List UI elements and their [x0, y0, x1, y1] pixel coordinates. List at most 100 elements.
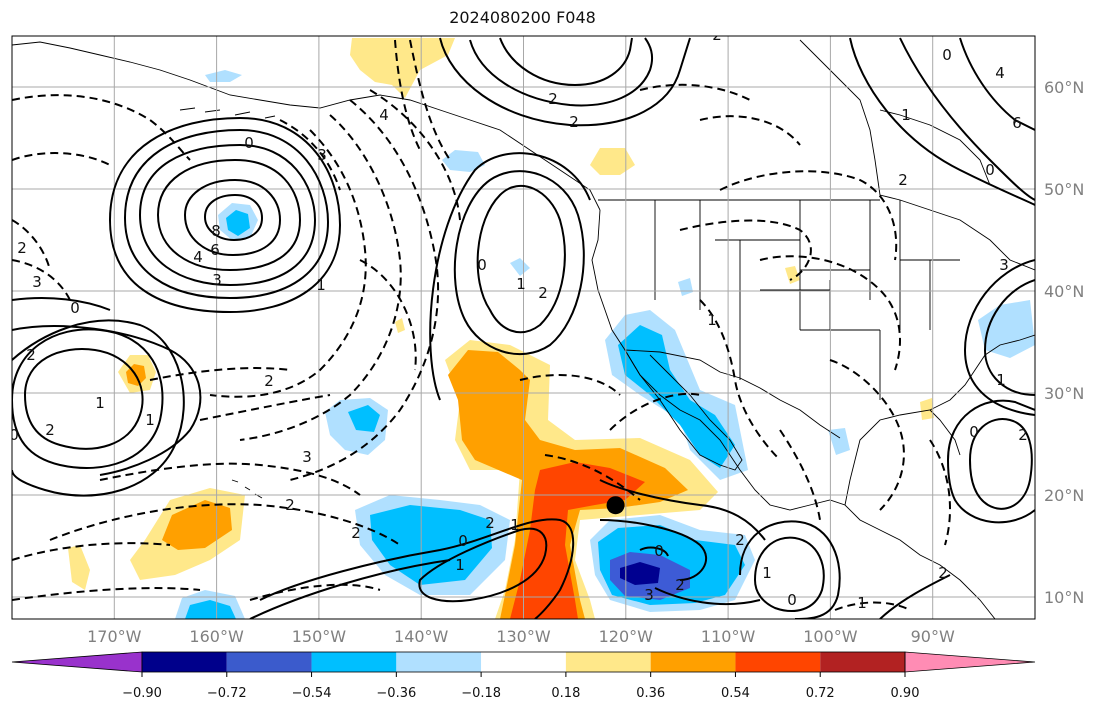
dashed-east-1: [609, 392, 701, 431]
contour-label: 4: [995, 64, 1005, 82]
dashed-west-4: [12, 587, 201, 601]
coastline-north-america: [591, 209, 996, 619]
contour-label: 0: [458, 532, 468, 550]
lon-label: 110°W: [701, 627, 756, 646]
lon-label: 150°W: [292, 627, 347, 646]
contour-label: 0: [942, 46, 952, 64]
dashed-contour-layer: [12, 39, 951, 611]
contour-label: 6: [210, 241, 220, 259]
contour-ridge-1: [476, 184, 566, 334]
colorbar-arrow-high: [904, 651, 1036, 673]
contour-label: 6: [1012, 114, 1022, 132]
contour-ridge-2: [453, 170, 585, 355]
colorbar-tick-label: −0.54: [292, 686, 332, 701]
dashed-zero-1: [834, 601, 911, 611]
contour-label: 2: [351, 524, 361, 542]
colorbar-tick-label: −0.72: [207, 686, 247, 701]
shade-far-west-positive: [68, 545, 90, 590]
lon-label: 160°W: [189, 627, 244, 646]
contour-label: 3: [212, 271, 222, 289]
contour-label: 0: [969, 423, 979, 441]
latitude-labels: 60°N 50°N 40°N 30°N 20°N 10°N: [1044, 78, 1084, 607]
dashed-nw-4: [12, 259, 71, 301]
dashed-trough-1: [209, 129, 367, 398]
colorbar-tick-label: −0.90: [122, 686, 162, 701]
contour-zero-3: [879, 574, 951, 619]
map-title: 2024080200 F048: [449, 8, 596, 27]
contour-north-1: [469, 37, 654, 107]
contour-label: 0: [654, 542, 664, 560]
contour-layer: [12, 37, 1035, 619]
shade-se-us-negative: [978, 300, 1035, 358]
lon-label: 90°W: [911, 627, 955, 646]
lon-label: 140°W: [394, 627, 449, 646]
lat-label: 40°N: [1044, 282, 1084, 301]
contour-low-core: [203, 193, 264, 242]
contour-label: 1: [316, 276, 326, 294]
shade-gulf-negative: [828, 428, 850, 455]
contour-label: 4: [193, 248, 203, 266]
contour-label: 3: [999, 256, 1009, 274]
lon-label: 170°W: [87, 627, 142, 646]
dashed-east-8: [699, 115, 801, 146]
coastline-alaska: [12, 41, 601, 211]
contour-low-inner: [183, 178, 282, 257]
colorbar-arrow-low: [11, 651, 143, 673]
contour-label: 2: [548, 90, 558, 108]
colorbar-box: [226, 652, 312, 672]
dashed-east-4: [719, 170, 898, 261]
contour-label: 2: [735, 531, 745, 549]
dashed-mid-1: [544, 454, 641, 501]
contour-zero-2: [599, 479, 766, 541]
colorbar-tick-label: 0.36: [636, 686, 665, 701]
shade-small-positive-2: [785, 266, 800, 284]
contour-label: 2: [264, 372, 274, 390]
contour-west-high-2: [12, 328, 164, 469]
dashed-trough-7: [409, 39, 451, 161]
contour-label: 8: [211, 222, 221, 240]
shade-central-negative-inner: [348, 405, 380, 432]
colorbar-tick-label: 0.18: [551, 686, 580, 701]
colorbar-box: [565, 652, 651, 672]
point-marker: [606, 496, 625, 515]
contour-label: 2: [712, 26, 722, 44]
shade-east-negative-core2: [620, 562, 660, 585]
contour-low-1: [156, 158, 302, 272]
colorbar-box: [735, 652, 821, 672]
contour-tropic-oval-1: [753, 536, 825, 612]
contour-label: 2: [938, 564, 948, 582]
map-frame: [11, 35, 1036, 620]
colorbar-frame: [141, 651, 906, 673]
colorbar-box: [142, 652, 227, 672]
contour-label: 0: [985, 161, 995, 179]
contour-south-2: [259, 518, 575, 619]
islands-aleutian: [179, 107, 276, 119]
lon-label: 100°W: [803, 627, 858, 646]
border-us-mexico: [624, 349, 841, 439]
dashed-east-5: [759, 255, 901, 371]
colorbar-tick-label: 0.72: [806, 686, 835, 701]
lon-label: 120°W: [599, 627, 654, 646]
contour-near-zero: [12, 297, 111, 311]
shade-ak-coast-negative: [442, 150, 485, 172]
contour-label: 1: [901, 106, 911, 124]
lat-label: 60°N: [1044, 78, 1084, 97]
contour-label: 2: [45, 421, 55, 439]
coastline-gulf: [844, 334, 1035, 506]
contour-east-low-2: [963, 259, 1035, 416]
contour-south-1: [418, 527, 548, 603]
dashed-central-2: [149, 367, 291, 381]
contour-low-3: [123, 128, 330, 300]
colorbar-box: [396, 652, 482, 672]
coastline-layer: [12, 39, 1035, 619]
contour-label: 1: [510, 516, 520, 534]
shade-low-negative-inner: [226, 210, 250, 236]
gridlines: [12, 36, 1035, 619]
contour-ridge-3: [429, 152, 591, 401]
colorbar-box: [820, 652, 905, 672]
dashed-east-6: [829, 359, 905, 511]
colorbar: [11, 651, 1036, 673]
contour-label: 2: [675, 576, 685, 594]
